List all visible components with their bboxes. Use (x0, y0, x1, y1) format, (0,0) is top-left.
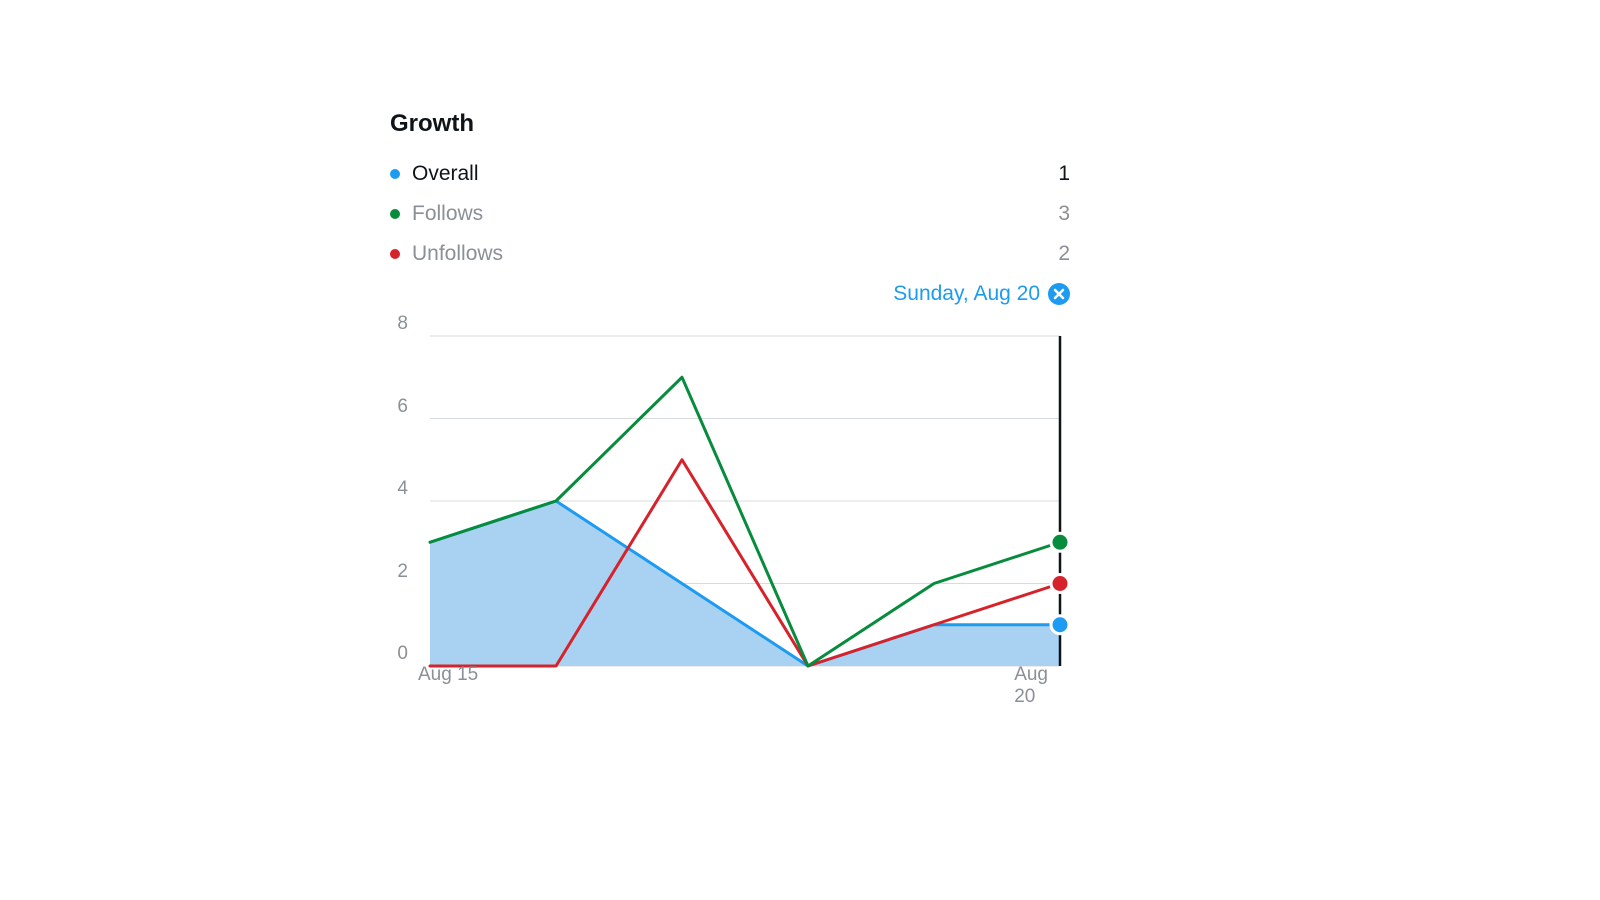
legend-item-follows[interactable]: Follows 3 (390, 194, 1070, 234)
card-title: Growth (390, 110, 1070, 138)
legend: Overall 1 Follows 3 Unfollows 2 (390, 154, 1070, 274)
y-tick-label: 8 (390, 313, 408, 335)
legend-item-overall[interactable]: Overall 1 (390, 154, 1070, 194)
clear-date-button[interactable] (1048, 283, 1070, 305)
close-icon (1048, 283, 1070, 305)
selected-date-text: Sunday, Aug 20 (893, 282, 1040, 306)
y-tick-label: 0 (390, 643, 408, 665)
chart-svg (418, 324, 1072, 678)
legend-label: Unfollows (412, 242, 503, 266)
growth-chart[interactable]: 02468 Aug 15Aug 20 (390, 324, 1070, 704)
x-tick-label: Aug 15 (418, 664, 478, 686)
legend-label: Overall (412, 162, 479, 186)
plot-area (418, 324, 1048, 654)
x-axis: Aug 15Aug 20 (418, 664, 1048, 694)
y-tick-label: 2 (390, 561, 408, 583)
legend-dot-icon (390, 209, 400, 219)
legend-item-unfollows[interactable]: Unfollows 2 (390, 234, 1070, 274)
y-tick-label: 4 (390, 478, 408, 500)
legend-dot-icon (390, 249, 400, 259)
legend-value: 1 (1058, 162, 1070, 186)
selected-date-row: Sunday, Aug 20 (390, 282, 1070, 306)
legend-dot-icon (390, 169, 400, 179)
x-tick-label: Aug 20 (1014, 664, 1048, 708)
y-axis: 02468 (390, 324, 418, 654)
legend-label: Follows (412, 202, 483, 226)
growth-card: Growth Overall 1 Follows 3 Unfollows 2 Sunday… (390, 110, 1070, 704)
legend-value: 2 (1058, 242, 1070, 266)
y-tick-label: 6 (390, 396, 408, 418)
legend-value: 3 (1058, 202, 1070, 226)
